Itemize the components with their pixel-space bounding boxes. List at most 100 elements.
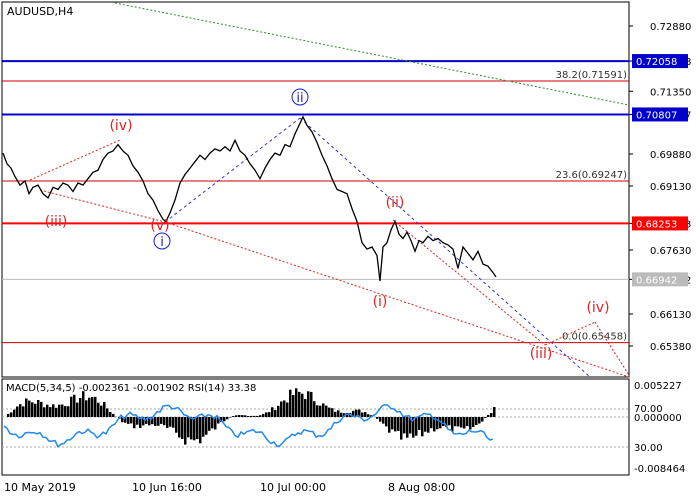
macd-histogram-bar xyxy=(256,416,259,417)
macd-histogram-bar xyxy=(325,406,328,417)
macd-histogram-bar xyxy=(448,417,451,425)
macd-histogram-bar xyxy=(466,417,469,426)
macd-histogram-bar xyxy=(328,408,331,417)
macd-histogram-bar xyxy=(286,403,289,418)
indicator-tick-top: 0.005227 xyxy=(634,381,682,392)
wave-label: ii xyxy=(296,91,303,106)
macd-histogram-bar xyxy=(172,417,175,428)
macd-histogram-bar xyxy=(238,415,241,417)
wave-label: (i) xyxy=(373,294,388,310)
macd-histogram-bar xyxy=(40,402,43,417)
indicator-tick-zero: 0.000000 xyxy=(634,413,682,424)
macd-histogram-bar xyxy=(73,395,76,417)
wave-label: i xyxy=(160,235,164,250)
macd-histogram-bar xyxy=(394,417,397,431)
macd-histogram-bar xyxy=(88,398,91,417)
macd-histogram-bar xyxy=(85,400,88,417)
macd-histogram-bar xyxy=(382,417,385,424)
macd-histogram-bar xyxy=(277,406,280,417)
price-tick-label: 0.69880 xyxy=(650,150,691,161)
macd-histogram-bar xyxy=(202,417,205,437)
macd-histogram-bar xyxy=(253,416,256,417)
macd-histogram-bar xyxy=(424,417,427,432)
macd-histogram-bar xyxy=(226,417,229,419)
wave-label: (v) xyxy=(150,218,169,234)
macd-histogram-bar xyxy=(133,417,136,428)
macd-histogram-bar xyxy=(493,407,496,417)
price-tick-label: 0.69130 xyxy=(650,182,691,193)
level-label-fib-00: 0.0(0.65458) xyxy=(562,332,627,343)
macd-histogram-bar xyxy=(97,403,100,417)
macd-histogram-bar xyxy=(160,417,163,424)
macd-histogram-bar xyxy=(487,415,490,417)
macd-histogram-bar xyxy=(313,401,316,417)
macd-histogram-bar xyxy=(364,412,367,417)
macd-histogram-bar xyxy=(463,417,466,429)
x-label-2: 10 Jun 16:00 xyxy=(132,481,202,494)
macd-histogram-bar xyxy=(292,395,295,417)
macd-histogram-bar xyxy=(367,414,370,417)
macd-histogram-bar xyxy=(157,417,160,426)
macd-histogram-bar xyxy=(34,404,37,417)
macd-histogram-bar xyxy=(301,394,304,417)
macd-histogram-bar xyxy=(271,407,274,417)
macd-histogram-bar xyxy=(64,406,67,417)
level-label-fib-236: 23.6(0.69247) xyxy=(556,170,628,181)
macd-histogram-bar xyxy=(70,397,73,417)
macd-histogram-bar xyxy=(190,417,193,439)
macd-histogram-bar xyxy=(196,417,199,439)
macd-histogram-bar xyxy=(178,417,181,438)
macd-histogram-bar xyxy=(211,417,214,428)
price-tick-label: 0.71350 xyxy=(650,87,691,98)
level-label-fib-382: 38.2(0.71591) xyxy=(556,70,628,81)
macd-histogram-bar xyxy=(259,415,262,417)
macd-histogram-bar xyxy=(460,417,463,428)
price-axis-ticks: 0.728800.720580.713500.708070.698800.691… xyxy=(629,22,691,353)
macd-histogram-bar xyxy=(304,399,307,417)
price-tick-label: 0.67630 xyxy=(650,246,691,257)
macd-histogram-bar xyxy=(91,397,94,417)
macd-histogram-bar xyxy=(127,417,130,424)
macd-histogram-bar xyxy=(13,410,16,417)
indicator-header: MACD(5,34,5) -0.002361 -0.001902 RSI(14)… xyxy=(6,383,256,394)
macd-histogram-bar xyxy=(400,417,403,440)
wave-label: (iii) xyxy=(530,346,553,362)
x-label-4: 8 Aug 08:00 xyxy=(388,481,455,494)
macd-histogram-bar xyxy=(319,406,322,417)
macd-histogram-bar xyxy=(337,410,340,417)
macd-histogram-bar xyxy=(397,417,400,431)
macd-histogram-bar xyxy=(7,414,10,417)
macd-histogram-bar xyxy=(250,416,253,417)
macd-histogram-bar xyxy=(268,412,271,417)
macd-histogram-bar xyxy=(322,403,325,417)
wave-label: (iv) xyxy=(109,118,132,134)
x-label-3: 10 Jul 00:00 xyxy=(260,481,326,494)
macd-histogram-bar xyxy=(430,417,433,428)
chart-symbol-title: AUDUSD,H4 xyxy=(7,5,73,18)
macd-histogram-bar xyxy=(391,417,394,429)
price-tick-label: 0.65380 xyxy=(650,342,691,353)
macd-histogram-bar xyxy=(25,399,28,418)
macd-histogram-bar xyxy=(16,407,19,418)
macd-histogram-bar xyxy=(175,417,178,433)
macd-histogram-bar xyxy=(103,402,106,417)
price-badge-text-blue-mid: 0.70807 xyxy=(636,110,677,121)
macd-histogram-bar xyxy=(79,398,82,417)
macd-histogram-bar xyxy=(187,417,190,437)
macd-histogram-bar xyxy=(43,407,46,417)
macd-histogram-bar xyxy=(61,405,64,418)
macd-histogram-bar xyxy=(262,414,265,417)
macd-histogram-bar xyxy=(166,417,169,428)
macd-histogram-bar xyxy=(208,417,211,431)
macd-histogram-bar xyxy=(316,405,319,417)
macd-histogram-bar xyxy=(475,417,478,425)
macd-histogram-bar xyxy=(310,392,313,417)
indicator-tick-30: 30.00 xyxy=(634,443,663,454)
macd-histogram-bar xyxy=(223,417,226,421)
macd-histogram-bar xyxy=(241,415,244,417)
macd-histogram-bar xyxy=(490,413,493,417)
macd-histogram-bar xyxy=(22,406,25,417)
macd-histogram-bar xyxy=(106,408,109,417)
